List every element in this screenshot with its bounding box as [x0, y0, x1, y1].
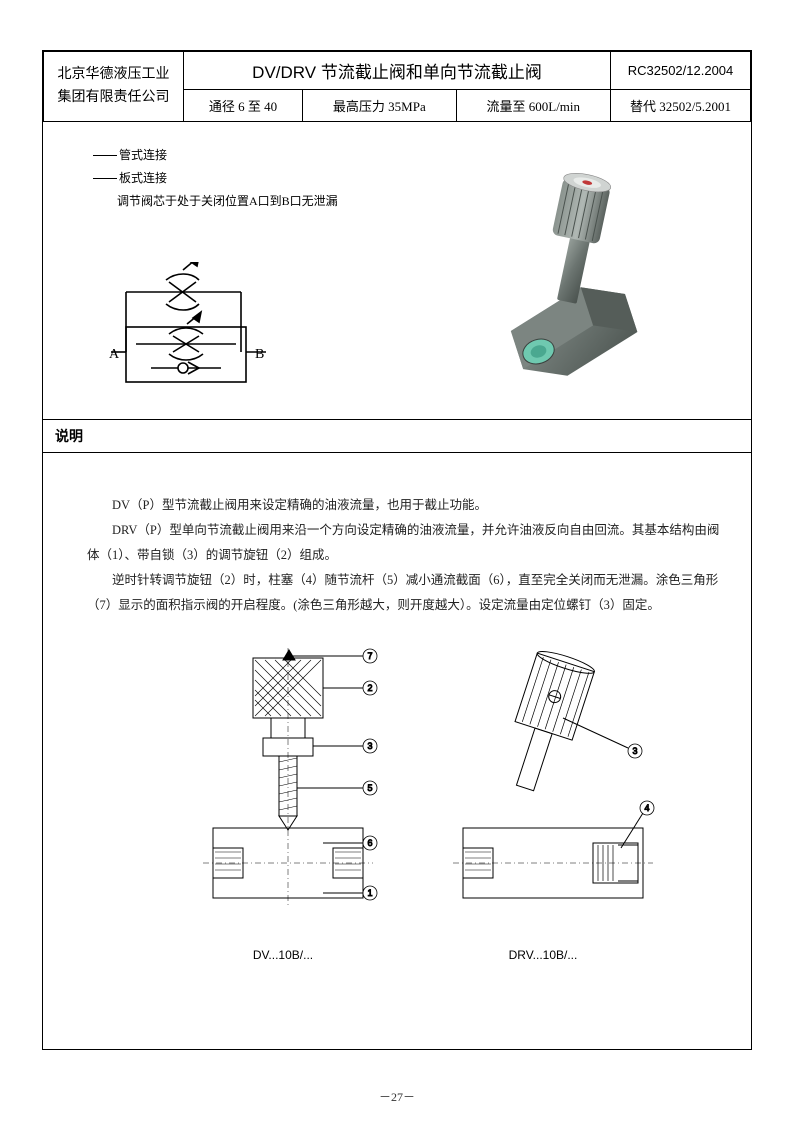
svg-text:2: 2	[367, 683, 372, 693]
section-heading: 说明	[43, 420, 751, 453]
feature-1: 管式连接	[119, 144, 167, 167]
spec-pressure: 最高压力 35MPa	[303, 90, 456, 122]
hydraulic-symbol-icon: A B	[91, 262, 281, 402]
company-line2: 集团有限责任公司	[58, 90, 170, 105]
spec-flow: 流量至 600L/min	[456, 90, 610, 122]
svg-text:1: 1	[367, 888, 372, 898]
drv-cutaway-icon: 3 4	[443, 648, 673, 968]
feature-3: 调节阀芯于处于关闭位置A口到B口无泄漏	[117, 190, 338, 213]
company-cell: 北京华德液压工业 集团有限责任公司	[44, 52, 184, 122]
feature-list: 管式连接 板式连接 调节阀芯于处于关闭位置A口到B口无泄漏	[93, 144, 338, 212]
desc-p2: DRV（P）型单向节流截止阀用来沿一个方向设定精确的油液流量，并允许油液反向自由…	[87, 518, 721, 568]
dv-cutaway-icon: 7 2 3 5 6 1	[183, 648, 413, 968]
svg-text:3: 3	[632, 746, 637, 756]
spec-supersedes: 替代 32502/5.2001	[611, 90, 751, 122]
svg-text:4: 4	[644, 803, 649, 813]
svg-text:3: 3	[367, 741, 372, 751]
svg-text:5: 5	[367, 783, 372, 793]
dv-label: DV...10B/...	[223, 948, 343, 962]
doc-number: RC32502/12.2004	[611, 52, 751, 90]
page-frame: 北京华德液压工业 集团有限责任公司 DV/DRV 节流截止阀和单向节流截止阀 R…	[42, 50, 752, 1050]
spec-diameter: 通径 6 至 40	[184, 90, 303, 122]
company-line1: 北京华德液压工业	[58, 67, 170, 82]
header-table: 北京华德液压工业 集团有限责任公司 DV/DRV 节流截止阀和单向节流截止阀 R…	[43, 51, 751, 122]
technical-drawings: 7 2 3 5 6 1	[43, 648, 751, 1008]
doc-title: DV/DRV 节流截止阀和单向节流截止阀	[184, 52, 611, 90]
symbol-label-a: A	[109, 347, 120, 362]
desc-p3: 逆时针转调节旋钮（2）时，柱塞（4）随节流杆（5）减小通流截面（6），直至完全关…	[87, 568, 721, 618]
desc-p1: DV（P）型节流截止阀用来设定精确的油液流量，也用于截止功能。	[87, 493, 721, 518]
svg-text:6: 6	[367, 838, 372, 848]
product-render-icon	[471, 152, 671, 382]
overview-section: 管式连接 板式连接 调节阀芯于处于关闭位置A口到B口无泄漏 A B	[43, 122, 751, 420]
svg-text:7: 7	[367, 651, 372, 661]
feature-2: 板式连接	[119, 167, 167, 190]
symbol-label-b: B	[255, 347, 264, 362]
description-block: DV（P）型节流截止阀用来设定精确的油液流量，也用于截止功能。 DRV（P）型单…	[43, 453, 751, 638]
drv-label: DRV...10B/...	[483, 948, 603, 962]
page-number: －27－	[0, 1088, 794, 1105]
